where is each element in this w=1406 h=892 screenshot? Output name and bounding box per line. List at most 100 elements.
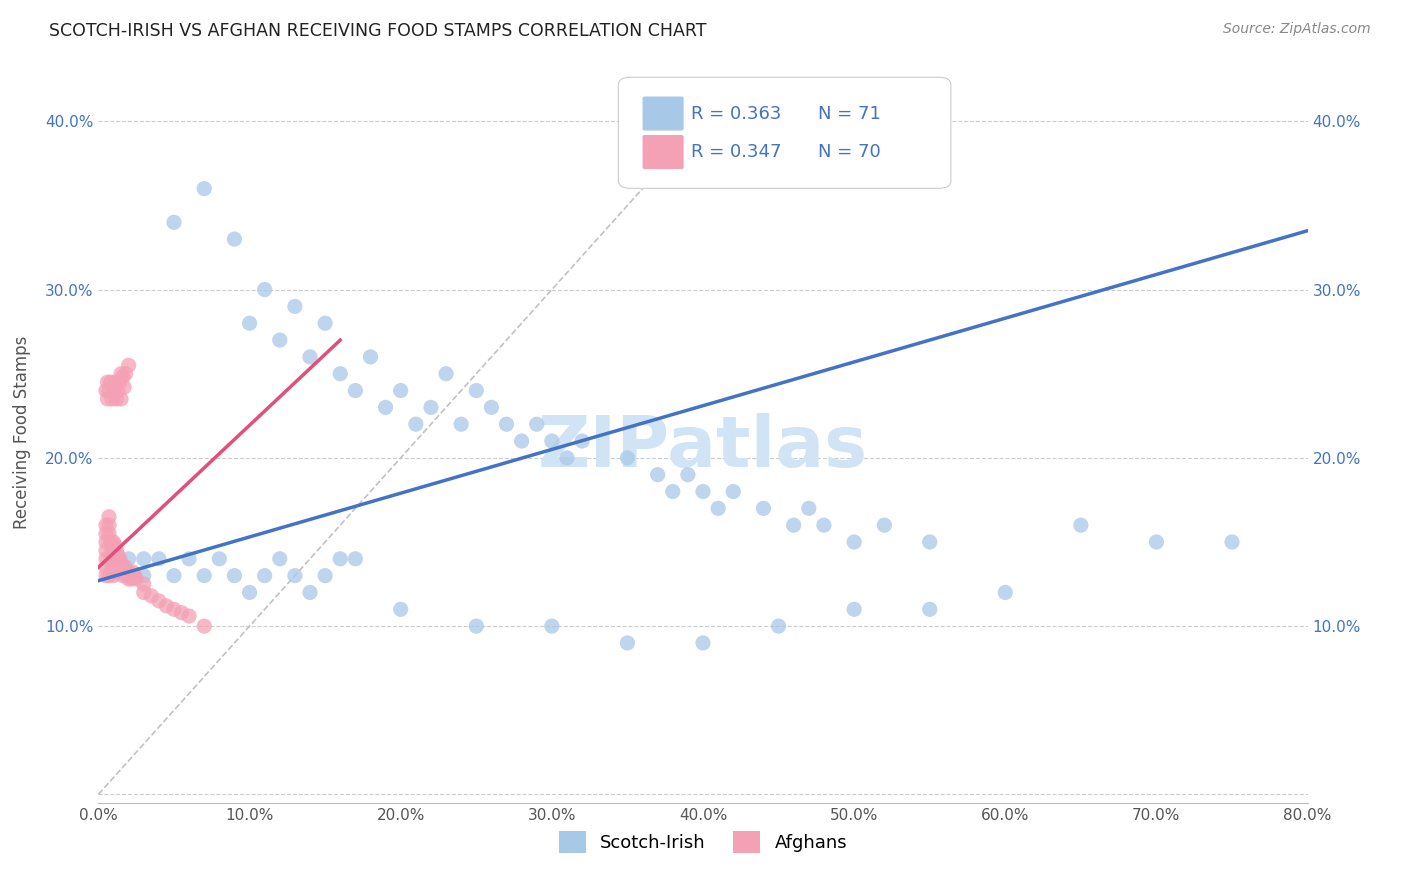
Point: [94, 560, 117, 574]
Point: [329, 551, 352, 566]
Point: [107, 549, 129, 563]
Point: [110, 555, 132, 569]
Point: [481, 401, 503, 415]
Point: [299, 350, 322, 364]
Text: ZIPatlas: ZIPatlas: [538, 413, 868, 482]
Point: [676, 467, 699, 482]
Text: N = 70: N = 70: [818, 143, 880, 161]
Point: [420, 401, 443, 415]
Point: [103, 535, 125, 549]
Legend: Scotch-Irish, Afghans: Scotch-Irish, Afghans: [551, 824, 855, 861]
Point: [329, 367, 352, 381]
Point: [98, 568, 121, 582]
Point: [495, 417, 517, 432]
Text: R = 0.363: R = 0.363: [690, 104, 782, 122]
Point: [540, 619, 562, 633]
Point: [661, 484, 683, 499]
Point: [115, 568, 138, 582]
Text: SCOTCH-IRISH VS AFGHAN RECEIVING FOOD STAMPS CORRELATION CHART: SCOTCH-IRISH VS AFGHAN RECEIVING FOOD ST…: [49, 22, 707, 40]
Point: [114, 560, 136, 574]
Point: [768, 619, 790, 633]
Point: [94, 535, 117, 549]
Point: [994, 585, 1017, 599]
Point: [96, 375, 118, 389]
Point: [104, 538, 127, 552]
Point: [571, 434, 593, 448]
Point: [170, 606, 193, 620]
Point: [193, 181, 215, 195]
Text: R = 0.347: R = 0.347: [690, 143, 782, 161]
Point: [108, 564, 131, 578]
Point: [179, 551, 201, 566]
Point: [1220, 535, 1243, 549]
Point: [112, 566, 135, 580]
Point: [148, 551, 170, 566]
Point: [224, 232, 246, 246]
Point: [100, 535, 122, 549]
Point: [124, 568, 146, 582]
Point: [132, 585, 155, 599]
Point: [193, 619, 215, 633]
Point: [111, 560, 134, 574]
Point: [125, 572, 148, 586]
Point: [103, 551, 125, 566]
Point: [105, 392, 128, 406]
Point: [105, 543, 128, 558]
Point: [132, 551, 155, 566]
Point: [94, 551, 117, 566]
Point: [132, 568, 155, 582]
Point: [374, 401, 396, 415]
Point: [155, 599, 177, 613]
Point: [707, 501, 730, 516]
Point: [813, 518, 835, 533]
Point: [110, 367, 132, 381]
Point: [844, 535, 866, 549]
Point: [103, 543, 125, 558]
Point: [269, 551, 291, 566]
Point: [434, 367, 457, 381]
Text: N = 71: N = 71: [818, 104, 880, 122]
Point: [94, 384, 117, 398]
Point: [692, 484, 714, 499]
Point: [163, 215, 186, 229]
Point: [118, 551, 141, 566]
Point: [148, 594, 170, 608]
Point: [110, 392, 132, 406]
Point: [1070, 518, 1092, 533]
Point: [253, 568, 276, 582]
FancyBboxPatch shape: [643, 135, 683, 169]
Point: [141, 589, 163, 603]
Point: [450, 417, 472, 432]
Point: [112, 380, 135, 394]
Point: [105, 555, 128, 569]
Point: [314, 568, 336, 582]
Point: [98, 509, 121, 524]
Text: Source: ZipAtlas.com: Source: ZipAtlas.com: [1223, 22, 1371, 37]
Y-axis label: Receiving Food Stamps: Receiving Food Stamps: [13, 336, 31, 529]
Point: [103, 560, 125, 574]
Point: [239, 316, 262, 330]
Point: [314, 316, 336, 330]
Point: [103, 384, 125, 398]
Point: [104, 375, 127, 389]
Point: [783, 518, 806, 533]
Point: [284, 568, 307, 582]
Point: [107, 560, 129, 574]
Point: [253, 283, 276, 297]
Point: [555, 450, 578, 465]
Point: [239, 585, 262, 599]
Point: [98, 526, 121, 541]
Point: [120, 568, 142, 582]
Point: [540, 434, 562, 448]
Point: [111, 370, 134, 384]
Point: [526, 417, 548, 432]
Point: [107, 384, 129, 398]
Point: [873, 518, 896, 533]
Point: [465, 384, 488, 398]
Point: [360, 350, 382, 364]
Point: [918, 535, 941, 549]
Point: [389, 384, 412, 398]
Point: [111, 568, 134, 582]
Point: [918, 602, 941, 616]
Point: [101, 543, 124, 558]
